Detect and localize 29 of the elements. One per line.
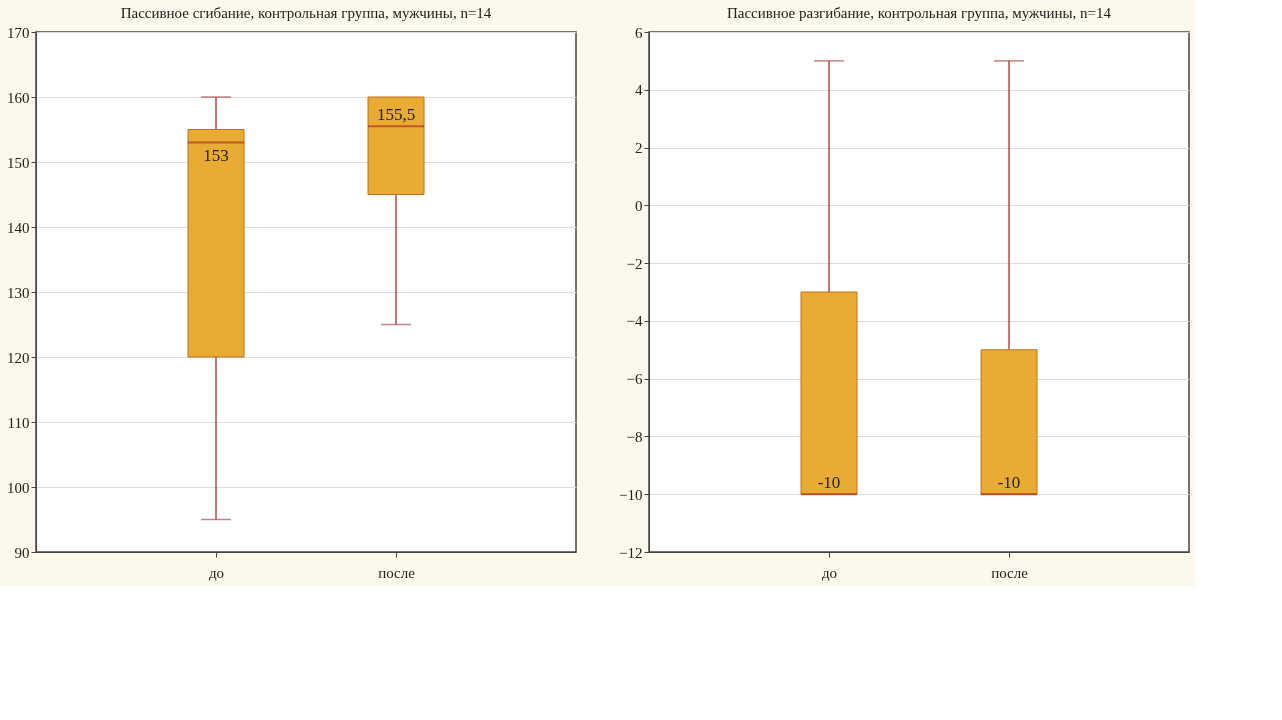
y-tick-label: −12 bbox=[619, 544, 643, 561]
annotation: -10 bbox=[817, 473, 841, 493]
x-tick-label: после bbox=[991, 564, 1029, 581]
y-tick-label: 90 bbox=[14, 544, 30, 561]
y-tick-label: −10 bbox=[619, 486, 643, 503]
y-tick-label: 120 bbox=[7, 349, 30, 366]
y-tick-label: −8 bbox=[626, 428, 643, 445]
chart-title: Пассивное разгибание, контрольная группа, мужчины, n=14 bbox=[726, 5, 1112, 21]
annotation: -10 bbox=[997, 473, 1021, 493]
x-tick-label: после bbox=[378, 564, 416, 581]
y-tick-label: 160 bbox=[7, 89, 30, 106]
y-tick-label: 150 bbox=[7, 154, 30, 171]
y-tick-label: −6 bbox=[626, 371, 643, 388]
y-tick-label: 100 bbox=[7, 479, 30, 496]
y-tick-label: 6 bbox=[635, 24, 643, 41]
y-tick-label: 4 bbox=[635, 82, 643, 99]
y-tick-label: −4 bbox=[626, 313, 643, 330]
y-tick-label: 140 bbox=[7, 219, 30, 236]
chart-title: Пассивное сгибание, контрольная группа, мужчины, n=14 bbox=[120, 5, 492, 21]
x-tick-label: до bbox=[208, 564, 225, 581]
y-tick-label: −2 bbox=[626, 255, 643, 272]
y-tick-label: 110 bbox=[7, 414, 30, 431]
y-tick-label: 170 bbox=[7, 24, 30, 41]
annotation: 153 bbox=[203, 145, 229, 165]
annotation: 155,5 bbox=[376, 105, 416, 125]
y-tick-label: 130 bbox=[7, 284, 30, 301]
y-tick-label: 0 bbox=[635, 197, 643, 214]
y-tick-label: 2 bbox=[635, 140, 643, 157]
x-tick-label: до bbox=[821, 564, 838, 581]
